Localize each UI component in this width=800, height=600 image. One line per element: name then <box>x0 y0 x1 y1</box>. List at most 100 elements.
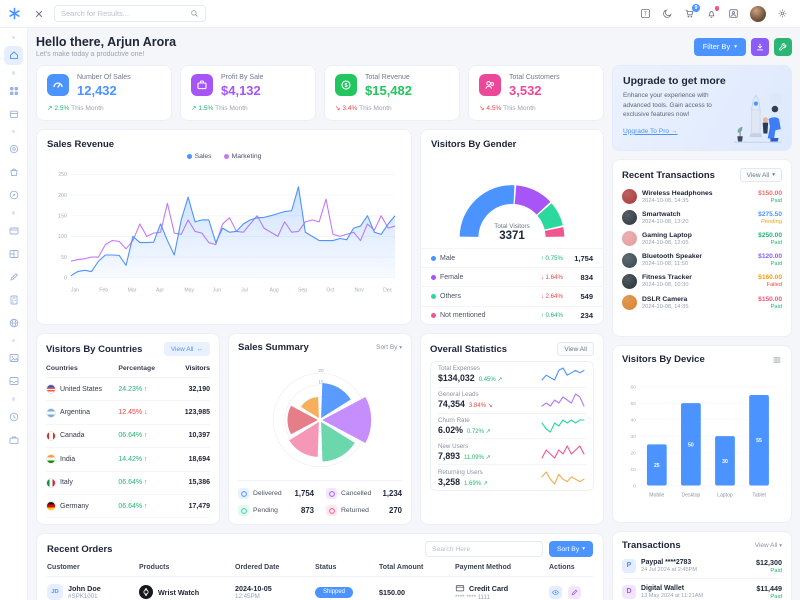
sidebar-item-bag[interactable] <box>4 163 23 182</box>
notifications-icon[interactable] <box>706 6 719 19</box>
stat-briefcase-icon <box>191 74 213 96</box>
product-image <box>622 295 637 311</box>
countries-header-2: Visitors <box>185 365 210 372</box>
gender-legend-row: Not mentioned ↑ 0.64% 234 <box>421 305 603 325</box>
settings-icon[interactable] <box>777 8 788 19</box>
sidebar-item-archive[interactable] <box>4 372 23 391</box>
stat-value: 12,432 <box>77 83 117 98</box>
sidebar-item-clock[interactable] <box>4 407 23 426</box>
export-button[interactable] <box>751 37 769 56</box>
greeting-row: Hello there, Arjun Arora Let's make toda… <box>36 35 792 58</box>
sidebar-item-board[interactable] <box>4 244 23 263</box>
legend-dot <box>431 255 436 261</box>
sidebar-item-cube[interactable] <box>4 104 23 123</box>
orders-table-header: Customer Products Ordered Date Status Total … <box>47 559 593 577</box>
global-search <box>54 5 206 22</box>
gender-legend-row: Male ↑ 0.75% 1,754 <box>421 248 603 267</box>
tools-button[interactable] <box>774 37 792 56</box>
sparkline <box>540 392 586 408</box>
svg-text:Apr: Apr <box>156 288 164 294</box>
sparkline <box>540 418 586 434</box>
stat-delta: ↗ 2.5% This Month <box>47 105 104 112</box>
close-icon[interactable] <box>34 9 44 19</box>
transaction-row: P Paypal ****2783 24 Jul 2024 at 2:45PM $12… <box>622 553 782 578</box>
profile-frame-icon[interactable] <box>728 8 739 19</box>
stat-money-icon: $ <box>335 74 357 96</box>
svg-text:Jan: Jan <box>71 288 79 294</box>
cart-badge: 9 <box>692 4 700 12</box>
transactions-view-all-link[interactable]: View All ▾ <box>755 542 782 549</box>
sidebar-item-compass[interactable] <box>4 186 23 205</box>
search-input[interactable] <box>61 9 190 18</box>
chart-menu-icon[interactable] <box>772 355 782 365</box>
view-order-button[interactable] <box>549 585 562 599</box>
gender-legend: Male ↑ 0.75% 1,754 Female ↓ 1.64% 834 Others ↓ … <box>421 248 603 325</box>
cart-icon[interactable]: 9 <box>684 4 700 19</box>
chevron-down-icon: ▾ <box>734 43 737 50</box>
transaction-row: Bluetooth Speaker 2024-10-08, 11:50 $120.0… <box>622 250 782 271</box>
visitors-by-device-title: Visitors By Device <box>622 354 705 365</box>
language-icon[interactable]: T <box>640 8 651 19</box>
sidebar-item-card[interactable] <box>4 221 23 240</box>
svg-text:Tablet: Tablet <box>752 492 766 498</box>
customer-name: John Doe <box>68 584 101 593</box>
overall-stat-row: General Leads 74,354 3.84% ↘ <box>438 388 586 414</box>
total-visitors-value: 3371 <box>499 230 525 242</box>
sidebar-item-grid[interactable] <box>4 81 23 100</box>
transactions-view-all-button[interactable]: View All ▾ <box>739 168 782 182</box>
device-bar-chart: 0 10 20 30 40 50 60 25 Mobile 50 Desktop 30 Laptop 55… <box>622 370 782 518</box>
orders-search-input[interactable] <box>431 545 536 553</box>
status-badge: Paid <box>770 197 782 204</box>
legend-dot <box>431 313 436 319</box>
country-row: Canada 06.64% ↑ 10,397 <box>46 425 210 449</box>
sales-revenue-legend: Sales Marketing <box>47 153 401 160</box>
watch-icon <box>139 585 153 599</box>
app-logo[interactable] <box>0 7 28 20</box>
countries-table-header: Countries Percentage Visitors <box>46 361 210 378</box>
recent-transactions-title: Recent Transactions <box>622 169 715 181</box>
overall-statistics-title: Overall Statistics <box>430 343 508 355</box>
summary-legend-returned: Returned 270 <box>326 505 402 516</box>
svg-text:Aug: Aug <box>270 288 279 294</box>
orders-header-1: Products <box>139 564 170 571</box>
summary-legend-delivered: Delivered 1,754 <box>238 488 314 499</box>
trend-down-icon: ↘ 3.4% <box>335 105 358 112</box>
stat-card-3: $ Total Revenue $15,482 ↘ 3.4% This Month <box>324 65 460 121</box>
chevron-down-icon: ▾ <box>772 172 775 178</box>
countries-title: Visitors By Countries <box>46 343 143 355</box>
svg-text:Mobile: Mobile <box>649 492 664 498</box>
edit-order-button[interactable] <box>568 585 581 599</box>
svg-text:60: 60 <box>631 384 637 390</box>
overall-view-all-button[interactable]: View All <box>557 342 594 356</box>
total-visitors-label: Total Visitors <box>494 223 530 230</box>
product-image <box>622 273 637 289</box>
sidebar-item-image[interactable] <box>4 349 23 368</box>
sidebar-item-target[interactable] <box>4 140 23 159</box>
sidebar-item-calc[interactable] <box>4 290 23 309</box>
sidebar-item-globe[interactable] <box>4 313 23 332</box>
gender-legend-row: Others ↓ 2.64% 549 <box>421 286 603 305</box>
overall-stat-row: New Users 7,893 11.09% ↗ <box>438 439 586 466</box>
orders-search <box>424 541 543 557</box>
visitors-by-gender-panel: Visitors By Gender Total Visitors 3371 M… <box>420 129 604 325</box>
countries-header-1: Percentage <box>118 365 155 372</box>
status-badge: Paid <box>770 593 782 600</box>
svg-text:15: 15 <box>318 379 324 385</box>
dark-mode-icon[interactable] <box>662 8 673 19</box>
sidebar-item-case[interactable] <box>4 430 23 449</box>
de-flag-icon <box>46 501 56 512</box>
avatar[interactable] <box>750 5 766 22</box>
upgrade-to-pro-link[interactable]: Upgrade To Pro → <box>623 127 678 135</box>
cancelled-icon <box>326 488 337 499</box>
sales-summary-panel: Sales Summary Sort By ▾ 15 20 Delivered 1,… <box>228 333 412 525</box>
sidebar-item-home[interactable] <box>4 45 23 65</box>
orders-sort-by-button[interactable]: Sort By ▾ <box>548 541 593 557</box>
sales-summary-title: Sales Summary <box>238 342 309 353</box>
search-icon[interactable] <box>190 9 199 18</box>
main-content: Hello there, Arjun Arora Let's make toda… <box>28 28 800 600</box>
countries-view-all-button[interactable]: View All ↔ <box>163 342 210 356</box>
sidebar-item-pencil[interactable] <box>4 267 23 286</box>
summary-sort-by-button[interactable]: Sort By ▾ <box>376 344 402 351</box>
country-row: United States 24.23% ↑ 32,190 <box>46 378 210 402</box>
filter-by-button[interactable]: Filter By ▾ <box>693 37 746 56</box>
